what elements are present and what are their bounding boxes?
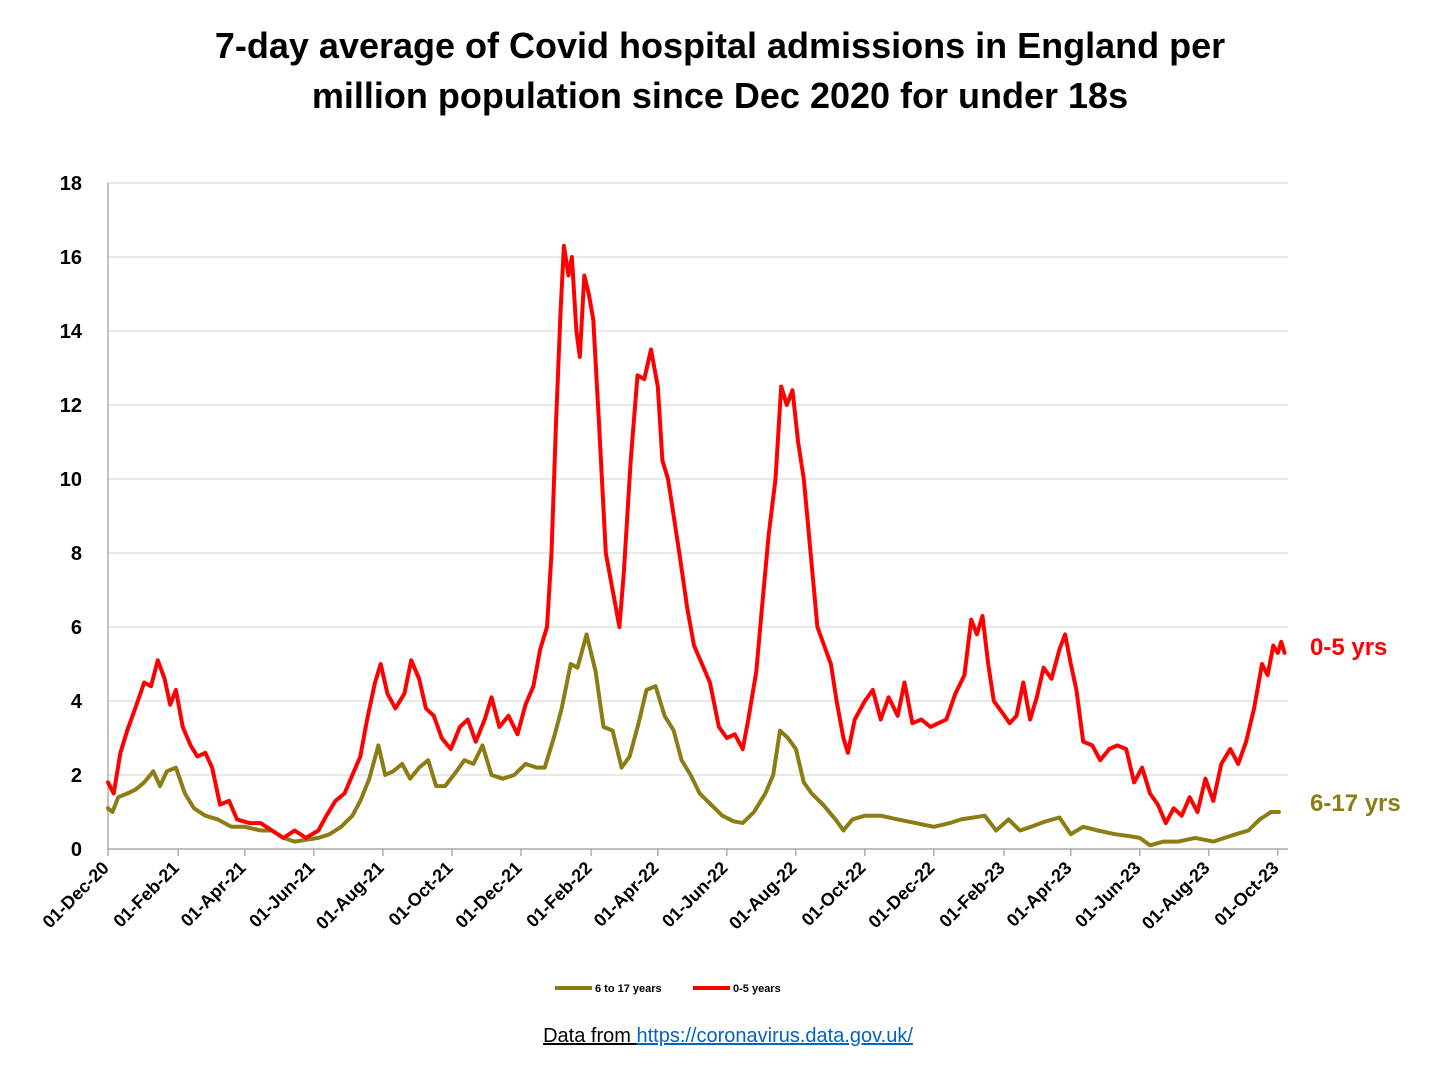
x-axis-ticks: 01-Dec-2001-Feb-2101-Apr-2101-Jun-2101-A… — [39, 849, 1283, 933]
chart-title-line-1: 7-day average of Covid hospital admissio… — [215, 25, 1225, 66]
x-tick-label: 01-Jun-21 — [245, 858, 319, 932]
series-end-label-6-17: 6-17 yrs — [1310, 790, 1401, 817]
data-source-note: Data from https://coronavirus.data.gov.u… — [0, 1025, 1456, 1048]
x-tick-label: 01-Aug-23 — [1138, 858, 1214, 934]
y-tick-label: 12 — [60, 395, 82, 417]
x-tick-label: 01-Apr-22 — [590, 858, 663, 931]
y-axis-ticks: 0 2 4 6 8 10 12 14 16 18 — [60, 173, 83, 861]
legend: 6 to 17 years 0-5 years — [555, 983, 781, 995]
y-tick-label: 18 — [60, 173, 82, 195]
y-tick-label: 14 — [60, 321, 83, 343]
legend-label-0-5: 0-5 years — [733, 983, 781, 995]
gridlines — [108, 182, 1288, 776]
y-tick-label: 10 — [60, 469, 82, 491]
x-tick-label: 01-Feb-22 — [522, 858, 596, 932]
x-tick-label: 01-Apr-23 — [1003, 858, 1076, 931]
series-lines — [106, 243, 1287, 848]
chart-title-line-2: million population since Dec 2020 for un… — [312, 75, 1128, 116]
y-tick-label: 4 — [71, 691, 83, 713]
y-tick-label: 0 — [71, 839, 82, 861]
x-tick-label: 01-Jun-23 — [1071, 858, 1145, 932]
x-tick-label: 01-Aug-22 — [725, 858, 801, 934]
series-end-label-0-5: 0-5 yrs — [1310, 634, 1387, 661]
x-tick-label: 01-Oct-21 — [385, 858, 457, 930]
x-tick-label: 01-Feb-21 — [109, 858, 183, 932]
x-tick-label: 01-Aug-21 — [312, 858, 388, 934]
y-tick-label: 8 — [71, 543, 82, 565]
x-tick-label: 01-Oct-22 — [798, 858, 870, 930]
y-tick-label: 16 — [60, 247, 82, 269]
x-tick-label: 01-Jun-22 — [658, 858, 732, 932]
series-line-6-to-17 — [106, 632, 1281, 848]
y-tick-label: 2 — [71, 765, 82, 787]
data-source-link[interactable]: https://coronavirus.data.gov.uk/ — [636, 1025, 913, 1047]
x-tick-label: 01-Feb-23 — [935, 858, 1009, 932]
x-tick-label: 01-Oct-23 — [1210, 858, 1282, 930]
data-source-prefix: Data from — [543, 1025, 637, 1047]
x-tick-label: 01-Apr-21 — [177, 858, 250, 931]
y-tick-label: 6 — [71, 617, 82, 639]
x-tick-label: 01-Dec-20 — [39, 858, 113, 932]
series-line-0-5 — [106, 243, 1287, 840]
x-tick-label: 01-Dec-21 — [451, 858, 525, 932]
x-tick-label: 01-Dec-22 — [864, 858, 938, 932]
legend-label-6-to-17: 6 to 17 years — [595, 983, 662, 995]
